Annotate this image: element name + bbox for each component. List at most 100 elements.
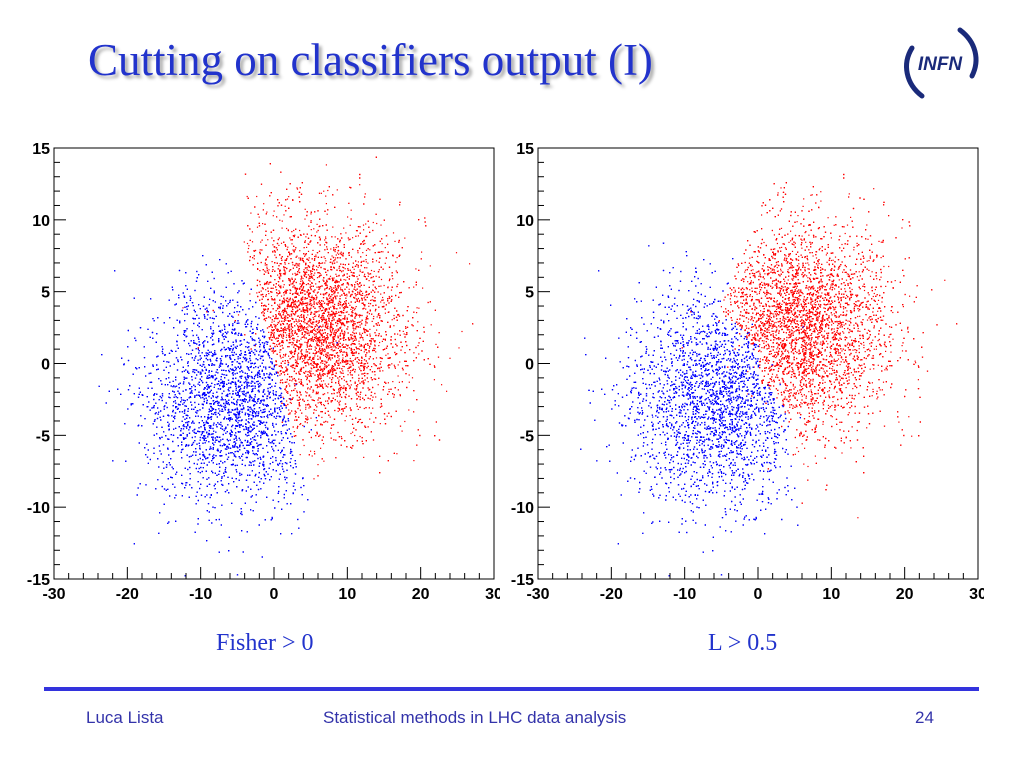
logo-text: INFN	[918, 54, 964, 75]
scatter-point	[362, 252, 364, 254]
scatter-point	[408, 381, 410, 383]
scatter-point	[320, 310, 322, 312]
scatter-point	[277, 274, 279, 276]
scatter-point	[455, 252, 458, 254]
scatter-point	[312, 266, 314, 268]
scatter-point	[280, 242, 283, 244]
scatter-point	[418, 353, 420, 355]
scatter-point	[308, 379, 310, 382]
scatter-point	[318, 386, 320, 388]
scatter-point	[300, 370, 302, 372]
scatter-point	[358, 359, 360, 361]
scatter-point	[292, 426, 294, 428]
scatter-point	[360, 336, 363, 338]
scatter-point	[310, 370, 312, 372]
scatter-point	[281, 301, 283, 303]
scatter-point	[268, 283, 270, 285]
scatter-point	[350, 308, 352, 310]
scatter-point	[327, 323, 329, 325]
scatter-point	[368, 351, 370, 353]
scatter-point	[372, 439, 375, 441]
scatter-point	[271, 304, 273, 307]
scatter-point	[304, 354, 306, 356]
scatter-point	[354, 309, 356, 311]
scatter-point	[298, 320, 300, 322]
scatter-point	[363, 456, 365, 458]
scatter-point	[304, 218, 306, 220]
scatter-point	[338, 358, 340, 360]
scatter-point	[307, 314, 309, 316]
scatter-point	[280, 335, 283, 337]
scatter-point	[357, 347, 359, 350]
scatter-point	[304, 298, 306, 300]
scatter-point	[374, 374, 376, 376]
scatter-point	[363, 351, 365, 353]
scatter-point	[279, 263, 281, 265]
scatter-point	[345, 303, 347, 305]
scatter-point	[334, 236, 336, 238]
scatter-point	[337, 342, 339, 344]
scatter-point	[313, 362, 315, 364]
scatter-point	[313, 400, 315, 402]
scatter-point	[382, 251, 384, 253]
scatter-point	[358, 314, 360, 316]
scatter-point	[305, 297, 307, 300]
scatter-point	[302, 328, 304, 330]
scatter-point	[324, 239, 326, 241]
scatter-point	[322, 362, 324, 364]
scatter-point	[284, 309, 286, 311]
scatter-point	[337, 319, 339, 321]
scatter-point	[343, 227, 345, 229]
scatter-point	[313, 303, 315, 306]
scatter-point	[293, 284, 295, 287]
scatter-point	[379, 368, 381, 370]
scatter-point	[320, 380, 323, 382]
scatter-point	[355, 357, 357, 359]
scatter-point	[312, 391, 314, 393]
scatter-point	[376, 329, 378, 331]
scatter-point	[329, 377, 331, 379]
scatter-point	[269, 366, 271, 368]
scatter-point	[361, 332, 364, 334]
scatter-point	[316, 351, 318, 353]
scatter-point	[370, 343, 372, 345]
scatter-point	[303, 335, 305, 337]
scatter-point	[271, 339, 273, 341]
scatter-point	[289, 334, 291, 336]
scatter-point	[284, 317, 287, 319]
scatter-point	[266, 268, 268, 270]
scatter-point	[272, 251, 274, 253]
scatter-point	[355, 351, 357, 353]
scatter-point	[403, 333, 405, 335]
scatter-point	[270, 296, 272, 298]
scatter-point	[340, 251, 342, 253]
scatter-point	[343, 324, 345, 326]
scatter-point	[305, 404, 307, 406]
scatter-point	[329, 301, 331, 303]
scatter-point	[251, 231, 253, 233]
scatter-point	[337, 356, 339, 358]
scatter-point	[274, 343, 276, 345]
scatter-point	[294, 349, 297, 351]
scatter-point	[416, 444, 418, 446]
scatter-point	[279, 354, 281, 356]
scatter-point	[354, 388, 356, 390]
scatter-point	[330, 349, 332, 351]
scatter-point	[297, 321, 299, 323]
scatter-point	[365, 259, 367, 261]
scatter-point	[283, 297, 285, 299]
scatter-point	[355, 403, 358, 405]
scatter-point	[333, 308, 335, 310]
scatter-point	[355, 328, 357, 330]
scatter-point	[364, 193, 366, 195]
scatter-point	[318, 349, 320, 351]
scatter-point	[296, 315, 299, 317]
scatter-point	[315, 409, 317, 411]
scatter-point	[378, 345, 380, 347]
scatter-point	[304, 357, 306, 359]
scatter-point	[294, 234, 296, 236]
scatter-point	[357, 408, 359, 410]
scatter-point	[365, 261, 367, 263]
scatter-point	[328, 307, 330, 309]
scatter-point	[362, 294, 364, 296]
